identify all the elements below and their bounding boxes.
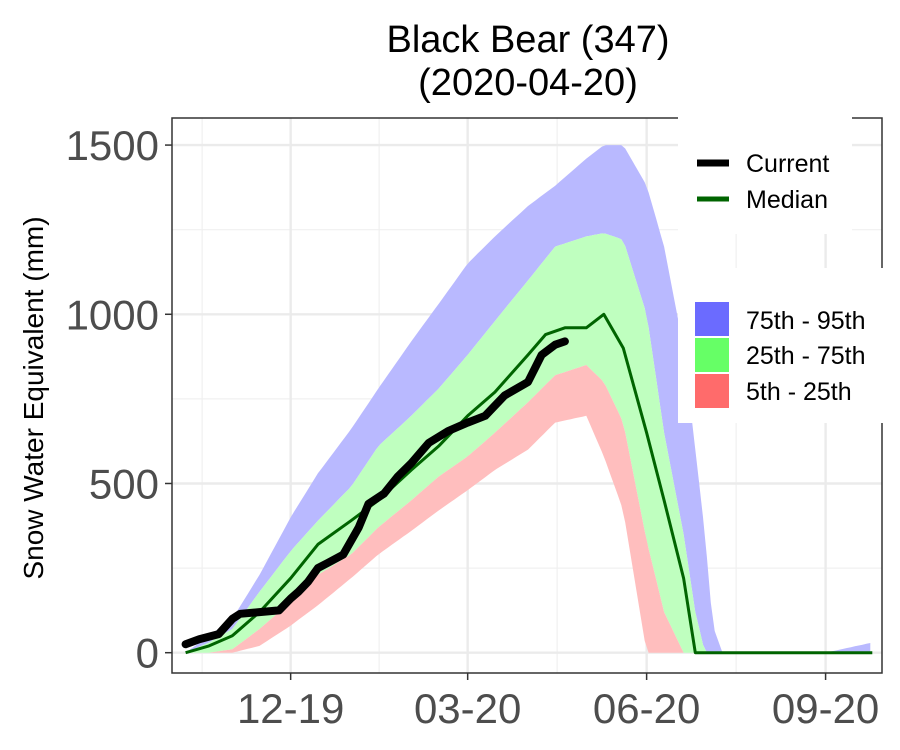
legend-75-95-label: 75th - 95th	[746, 307, 866, 335]
series-lines	[181, 312, 873, 655]
legend-5-25-key	[695, 374, 729, 408]
band-5-25	[185, 365, 871, 653]
band-25-75	[185, 233, 871, 653]
legend-bands: 75th - 95th 25th - 75th 5th - 25th	[678, 268, 888, 423]
band-75-95	[185, 145, 871, 653]
x-axis-ticks: 12-19 03-20 06-20 09-20	[237, 673, 879, 732]
chart-title: Black Bear (347)	[386, 19, 669, 61]
legend-median-label: Median	[746, 186, 828, 214]
legend-lines-background	[678, 112, 852, 234]
x-tick-label: 09-20	[772, 685, 879, 732]
percentile-bands	[185, 145, 871, 653]
legend-5-25-label: 5th - 25th	[746, 378, 852, 406]
x-tick-label: 12-19	[237, 685, 344, 732]
legend-75-95-key	[695, 302, 729, 336]
y-axis-ticks: 0 500 1000 1500	[66, 122, 172, 677]
current-line	[181, 337, 569, 649]
legend-lines: Current Median	[678, 112, 852, 234]
legend-current-label: Current	[746, 150, 829, 178]
y-axis-label: Snow Water Equivalent (mm)	[18, 216, 49, 579]
median-line	[185, 312, 873, 655]
y-tick-label: 0	[136, 630, 159, 677]
x-tick-label: 03-20	[414, 685, 521, 732]
legend-25-75-label: 25th - 75th	[746, 342, 866, 370]
y-tick-label: 1000	[66, 291, 159, 338]
y-tick-label: 1500	[66, 122, 159, 169]
y-tick-label: 500	[89, 460, 159, 507]
legend-25-75-key	[695, 338, 729, 372]
chart-subtitle: (2020-04-20)	[418, 62, 638, 104]
x-tick-label: 06-20	[593, 685, 700, 732]
